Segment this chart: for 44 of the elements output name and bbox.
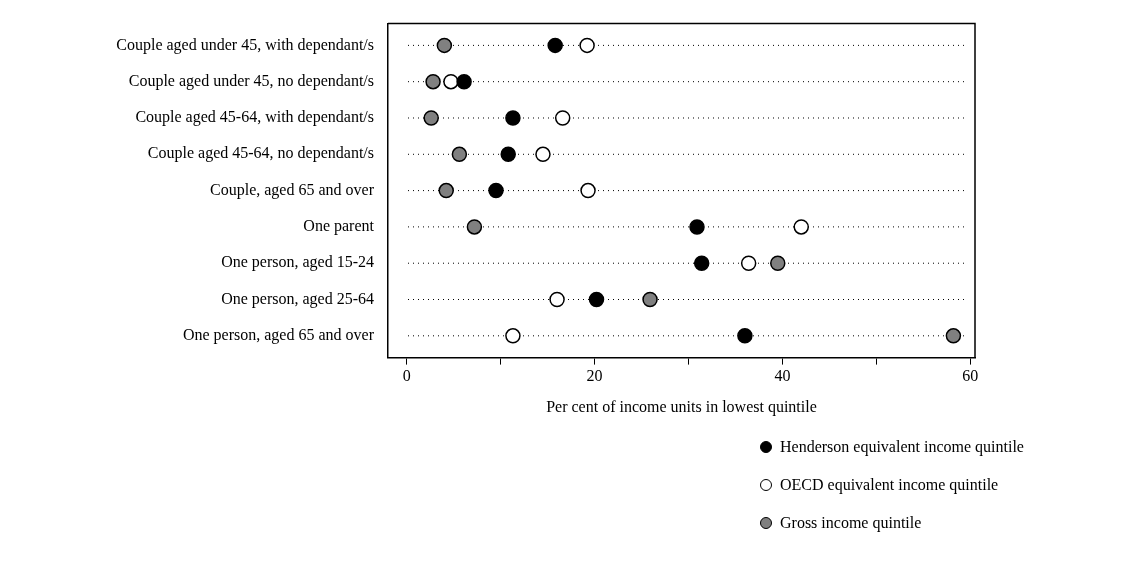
point (466, 219, 483, 235)
point (488, 182, 504, 199)
point (689, 219, 705, 235)
point (693, 255, 710, 271)
point (737, 328, 753, 344)
legend-label: Henderson equivalent income quintile (780, 438, 1024, 456)
point (436, 37, 453, 54)
point (535, 146, 551, 163)
point (500, 146, 516, 163)
y-tick-label: Couple aged under 45, no dependant/s (128, 71, 374, 90)
x-axis-title: Per cent of income units in lowest quintile (546, 397, 817, 416)
point (579, 37, 595, 54)
point (423, 110, 439, 126)
point (443, 73, 459, 90)
point (588, 291, 605, 308)
point (451, 146, 468, 163)
point (505, 110, 521, 126)
point (549, 291, 565, 308)
x-tick-label: 20 (586, 367, 603, 385)
point (438, 182, 454, 199)
y-tick-label: One person, aged 15-24 (221, 253, 374, 272)
y-tick-label: One parent (303, 217, 375, 236)
point (554, 110, 571, 126)
point (770, 255, 786, 271)
point (505, 328, 521, 344)
y-tick-label: Couple aged under 45, with dependant/s (116, 35, 374, 54)
point (456, 73, 472, 90)
y-tick-label: Couple aged 45-64, with dependant/s (135, 108, 374, 127)
y-tick-label: Couple, aged 65 and over (210, 180, 375, 199)
point (740, 255, 757, 271)
legend-label: OECD equivalent income quintile (780, 476, 999, 494)
y-tick-label: One person, aged 65 and over (182, 326, 375, 345)
point (945, 328, 962, 344)
legend-label: Gross income quintile (780, 514, 922, 532)
point (547, 37, 563, 54)
point (793, 219, 809, 235)
point (642, 291, 658, 308)
point (425, 73, 441, 90)
y-tick-label: Couple aged 45-64, no dependant/s (147, 144, 374, 163)
x-tick-label: 60 (962, 367, 979, 385)
point (580, 182, 596, 199)
x-tick-label: 0 (402, 367, 411, 385)
y-tick-label: One person, aged 25-64 (221, 289, 374, 308)
x-tick-label: 40 (774, 367, 791, 385)
